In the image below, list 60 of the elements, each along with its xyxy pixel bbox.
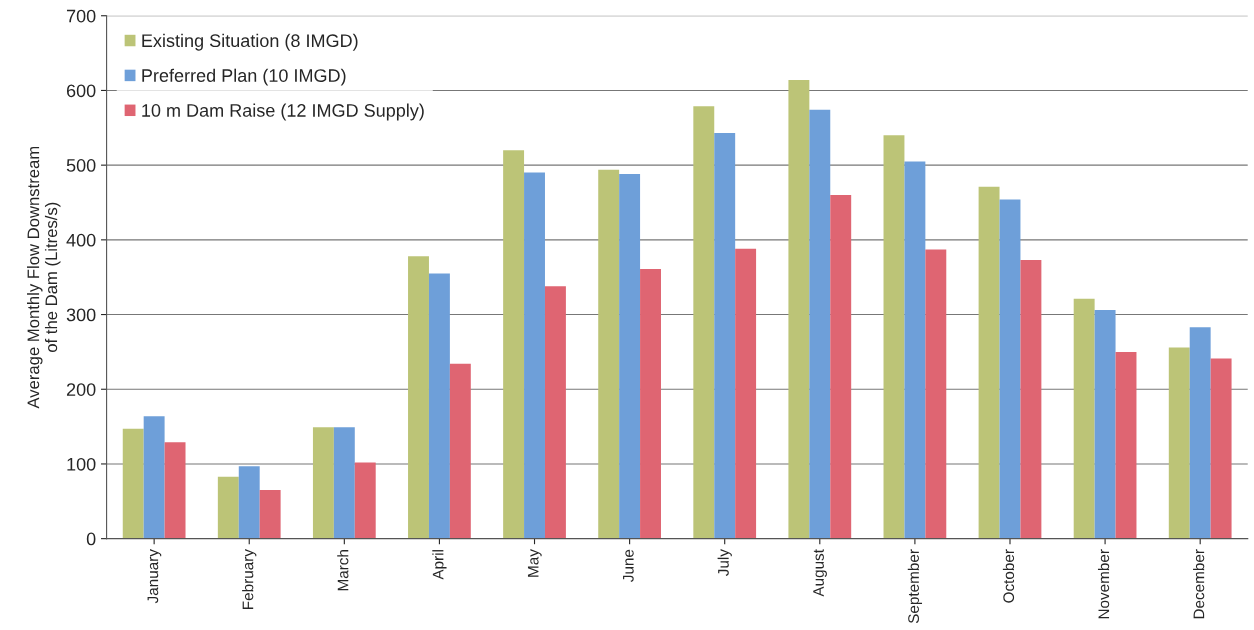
bar <box>312 427 334 539</box>
x-tick-label: August <box>813 549 827 597</box>
bar <box>1115 351 1137 539</box>
y-tick-label: 200 <box>66 383 96 396</box>
bar <box>428 273 450 539</box>
x-tick-label: December <box>1193 549 1205 619</box>
x-tick-label: June <box>623 549 634 582</box>
bar <box>238 466 260 539</box>
bar <box>143 416 165 539</box>
bar <box>354 462 376 539</box>
bar <box>1073 298 1095 539</box>
x-tick-label: November <box>1097 549 1110 619</box>
bar <box>830 195 852 539</box>
y-tick-label: 100 <box>67 457 96 471</box>
bar <box>1189 327 1211 539</box>
y-tick-label: 300 <box>66 308 96 322</box>
x-tick-label: April <box>432 550 447 580</box>
bar <box>788 79 810 539</box>
x-tick-label: March <box>337 550 349 591</box>
bar <box>925 249 947 539</box>
bar <box>598 169 620 539</box>
bar <box>735 248 757 539</box>
bar <box>904 161 926 539</box>
bar <box>449 363 471 539</box>
bar <box>259 490 281 539</box>
y-tick-label: 500 <box>66 159 96 172</box>
bar <box>1168 347 1190 539</box>
legend-label: Preferred Plan (10 IMGD) <box>142 68 346 86</box>
bar <box>333 427 355 539</box>
x-tick-label: January <box>147 549 162 604</box>
bar <box>883 135 905 539</box>
bar <box>503 150 525 539</box>
bar <box>714 133 736 539</box>
bar <box>122 428 144 539</box>
bar <box>1094 310 1116 539</box>
bar <box>544 286 566 539</box>
bar <box>978 186 1000 539</box>
bar <box>999 199 1021 539</box>
bar <box>809 109 831 539</box>
legend-label: 10 m Dam Raise (12 IMGD Supply) <box>142 103 424 121</box>
x-tick-label: July <box>717 549 732 576</box>
bar <box>217 476 239 539</box>
bar <box>640 268 661 539</box>
x-tick-label: September <box>907 549 923 624</box>
legend-label: Existing Situation (8 IMGD) <box>142 33 358 51</box>
y-tick-label: 700 <box>66 9 96 23</box>
bar <box>408 256 429 539</box>
bar <box>1210 358 1232 539</box>
x-tick-label: May <box>527 549 542 577</box>
y-tick-label: 600 <box>66 84 96 98</box>
bar <box>693 106 715 539</box>
bar <box>524 172 545 539</box>
y-tick-label: 0 <box>86 532 96 546</box>
x-tick-label: October <box>1002 549 1015 603</box>
y-tick-label: 400 <box>66 233 96 247</box>
bar <box>1020 260 1042 539</box>
bar <box>164 442 186 539</box>
y-axis-title: Average Monthly Flow Downstream of the Dam (Litres/s) <box>27 146 61 409</box>
bar <box>619 174 641 539</box>
x-tick-label: February <box>242 549 257 609</box>
